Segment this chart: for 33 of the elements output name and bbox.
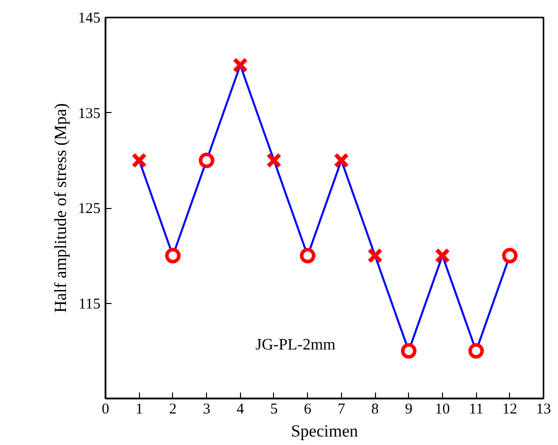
x-tick-label: 13: [536, 402, 551, 418]
y-tick-label: 145: [78, 10, 100, 26]
point: [232, 57, 248, 73]
x-tick-label: 8: [371, 402, 379, 418]
x-axis-title: Specimen: [290, 422, 359, 440]
y-tick-label: 135: [78, 106, 100, 122]
x-tick-label: 7: [338, 402, 346, 418]
y-axis-title: Half amplitude of stress (Mpa): [51, 103, 70, 313]
x-tick-label: 1: [135, 402, 143, 418]
y-tick-label: 115: [78, 296, 101, 312]
x-tick-label: 5: [270, 402, 278, 418]
point: [132, 152, 147, 168]
y-tick-label: 125: [78, 201, 100, 217]
point: [334, 152, 350, 168]
x-tick-label: 10: [434, 402, 450, 418]
point: [300, 248, 316, 264]
point: [400, 343, 416, 359]
point: [367, 248, 383, 264]
point: [165, 248, 181, 264]
x-tick-label: 3: [202, 402, 210, 418]
x-tick-label: 11: [468, 402, 484, 418]
point: [468, 343, 484, 359]
x-tick-label: 2: [169, 402, 177, 418]
point: [434, 248, 450, 264]
x-tick-label: 9: [404, 402, 412, 418]
x-tick-label: 0: [102, 402, 110, 418]
x-tick-label: 12: [502, 402, 518, 418]
x-tick-label: 6: [304, 402, 312, 418]
x-tick-label: 4: [236, 402, 245, 418]
point: [198, 152, 214, 168]
point: [266, 152, 282, 168]
point: [502, 248, 518, 264]
annotation: JG-PL-2mm: [256, 336, 336, 354]
